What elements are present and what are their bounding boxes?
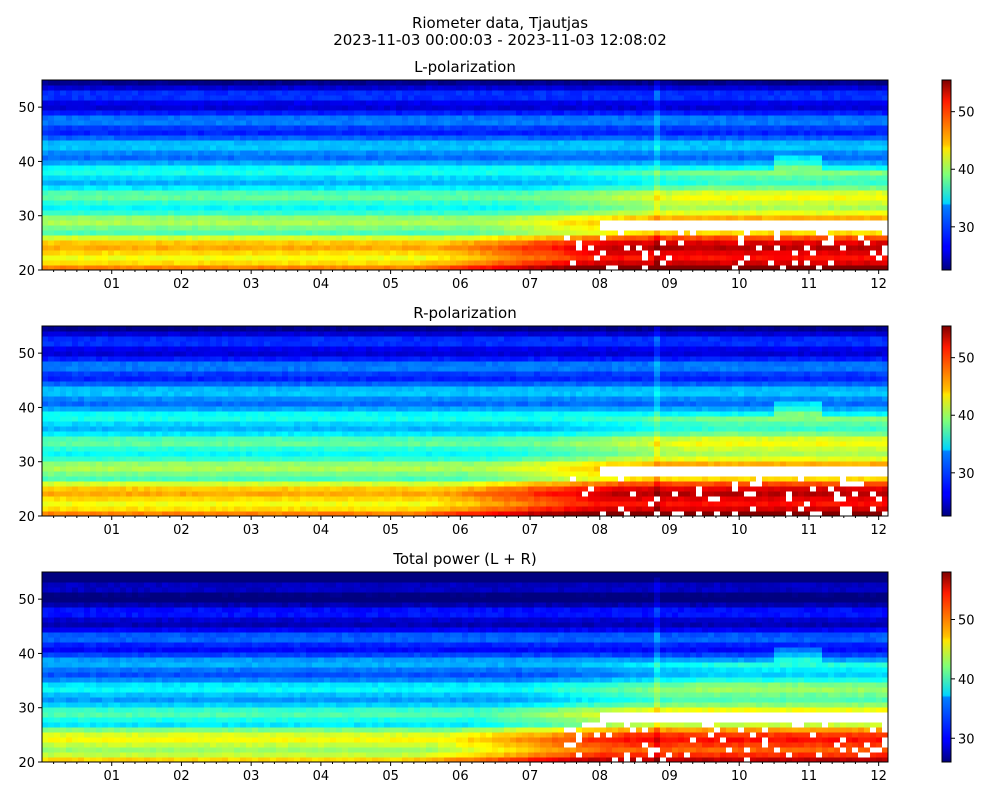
colorbar-gradient <box>941 571 952 763</box>
x-tick-label: 12 <box>870 277 887 292</box>
x-tick-label: 07 <box>522 523 539 538</box>
plot-frame <box>41 571 889 763</box>
colorbar: 30 40 50 <box>941 325 975 517</box>
x-tick-label: 04 <box>313 523 330 538</box>
colorbar-tick-label: 50 <box>958 614 975 629</box>
x-axis: 01 02 03 04 05 06 07 08 09 10 11 12 <box>53 762 887 784</box>
plot-frame <box>41 325 889 517</box>
y-tick-label: 50 <box>18 347 35 362</box>
y-tick-label: 30 <box>18 456 35 471</box>
y-axis: 20 30 40 50 <box>18 347 42 525</box>
colorbar-tick-label: 30 <box>958 732 975 747</box>
colorbar-tick-label: 40 <box>958 163 975 178</box>
x-tick-label: 10 <box>731 523 748 538</box>
y-axis: 20 30 40 50 <box>18 101 42 279</box>
colorbar: 30 40 50 <box>941 571 975 763</box>
x-tick-label: 09 <box>661 769 678 784</box>
y-tick-label: 50 <box>18 593 35 608</box>
x-tick-label: 02 <box>173 769 190 784</box>
x-tick-label: 10 <box>731 277 748 292</box>
x-tick-label: 02 <box>173 277 190 292</box>
x-tick-label: 11 <box>801 769 818 784</box>
y-tick-label: 40 <box>18 155 35 170</box>
x-axis: 01 02 03 04 05 06 07 08 09 10 11 12 <box>53 516 887 538</box>
colorbar-gradient <box>941 325 952 517</box>
figure-title-line2: 2023-11-03 00:00:03 - 2023-11-03 12:08:0… <box>333 31 667 49</box>
x-tick-label: 06 <box>452 523 469 538</box>
x-tick-label: 03 <box>243 769 260 784</box>
panel-title: Total power (L + R) <box>392 550 537 568</box>
x-tick-label: 01 <box>103 769 120 784</box>
plot-frame <box>41 79 889 271</box>
x-tick-label: 08 <box>591 769 608 784</box>
x-tick-label: 08 <box>591 523 608 538</box>
y-tick-label: 40 <box>18 647 35 662</box>
y-tick-label: 40 <box>18 401 35 416</box>
y-axis: 20 30 40 50 <box>18 593 42 771</box>
colorbar-tick-label: 50 <box>958 352 975 367</box>
y-tick-label: 20 <box>18 756 35 771</box>
panel-3: Total power (L + R) 01 02 03 04 05 06 07 08 09 10 1… <box>18 550 974 784</box>
x-tick-label: 05 <box>382 769 399 784</box>
x-tick-label: 11 <box>801 277 818 292</box>
x-tick-label: 01 <box>103 277 120 292</box>
x-tick-label: 02 <box>173 523 190 538</box>
heatmap-image <box>42 80 889 271</box>
y-tick-label: 20 <box>18 510 35 525</box>
colorbar: 30 40 50 <box>941 79 975 271</box>
colorbar-tick-label: 50 <box>958 106 975 121</box>
y-tick-label: 20 <box>18 264 35 279</box>
x-tick-label: 03 <box>243 523 260 538</box>
x-axis: 01 02 03 04 05 06 07 08 09 10 11 12 <box>53 270 887 292</box>
panel-2: R-polarization 01 02 03 04 05 06 07 08 09 10 11 12 20… <box>18 304 974 538</box>
x-tick-label: 07 <box>522 277 539 292</box>
heatmap-image <box>42 572 889 763</box>
x-tick-label: 09 <box>661 277 678 292</box>
x-tick-label: 10 <box>731 769 748 784</box>
x-tick-label: 08 <box>591 277 608 292</box>
colorbar-tick-label: 40 <box>958 673 975 688</box>
x-tick-label: 05 <box>382 277 399 292</box>
panel-title: R-polarization <box>413 304 516 322</box>
x-tick-label: 04 <box>313 277 330 292</box>
x-tick-label: 04 <box>313 769 330 784</box>
x-tick-label: 12 <box>870 769 887 784</box>
colorbar-tick-label: 40 <box>958 409 975 424</box>
x-tick-label: 05 <box>382 523 399 538</box>
x-tick-label: 03 <box>243 277 260 292</box>
x-tick-label: 11 <box>801 523 818 538</box>
x-tick-label: 09 <box>661 523 678 538</box>
figure-title-line1: Riometer data, Tjautjas <box>412 14 588 32</box>
panel-1: L-polarization 01 02 03 04 05 06 07 08 09 10 11 12 20… <box>18 58 974 292</box>
y-tick-label: 30 <box>18 210 35 225</box>
x-tick-label: 06 <box>452 277 469 292</box>
colorbar-tick-label: 30 <box>958 467 975 482</box>
heatmap-image <box>42 326 889 517</box>
colorbar-gradient <box>941 79 952 271</box>
x-tick-label: 06 <box>452 769 469 784</box>
y-tick-label: 50 <box>18 101 35 116</box>
y-tick-label: 30 <box>18 702 35 717</box>
x-tick-label: 12 <box>870 523 887 538</box>
x-tick-label: 07 <box>522 769 539 784</box>
colorbar-tick-label: 30 <box>958 221 975 236</box>
x-tick-label: 01 <box>103 523 120 538</box>
panels-group: L-polarization 01 02 03 04 05 06 07 08 09 10 11 12 20… <box>18 58 974 784</box>
panel-title: L-polarization <box>414 58 516 76</box>
